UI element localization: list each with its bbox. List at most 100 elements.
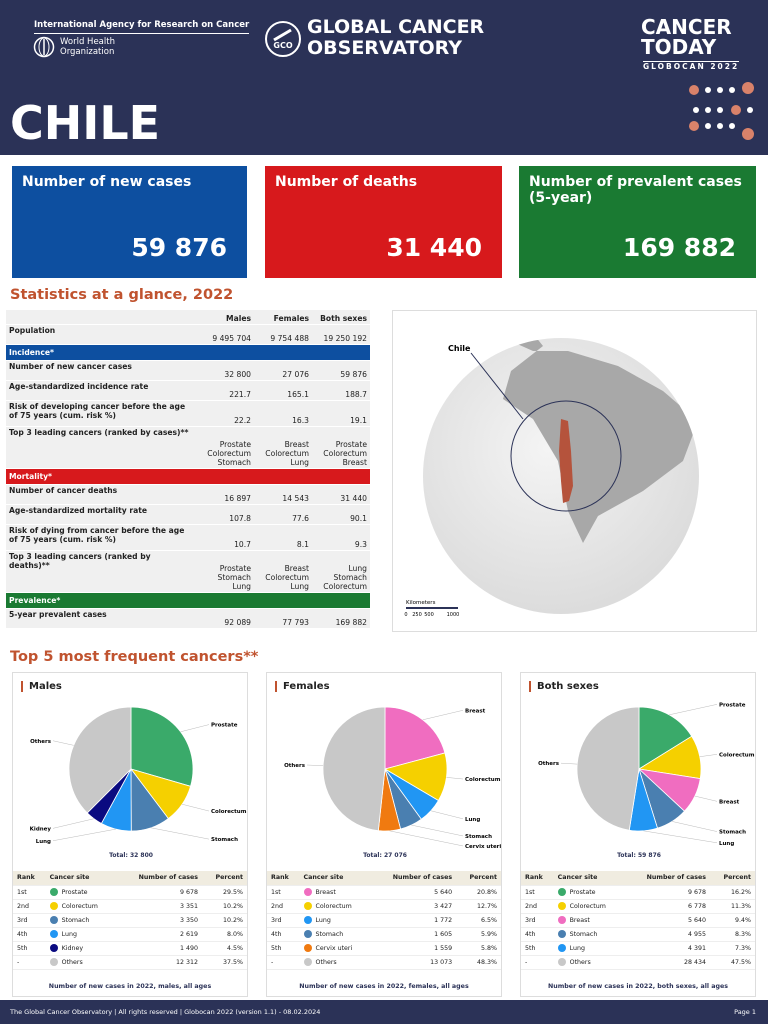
rank: 2nd [13,899,46,914]
table-header: Rank Cancer site Number of cases Percent [267,871,501,886]
legend-dot [49,944,58,952]
pie-slice [322,706,386,832]
section-row: Incidence* [6,344,370,361]
top5-title: Top 5 most frequent cancers** [10,649,259,665]
site-cell: Cervix uteri [299,941,372,956]
cell: Prostate Colorectum Stomach [196,426,254,469]
focus-circle [510,400,622,512]
stats-row: Population 9 495 704 9 754 488 19 250 192 [6,324,370,345]
legend-dot [303,958,312,966]
site-cell: Stomach [299,927,372,942]
stats-row: 5-year prevalent cases 92 089 77 793 169 88… [6,608,370,629]
pie-total: Total: 32 800 [109,852,153,859]
table-header: Rank Cancer site Number of cases Percent [13,871,247,886]
site-cell: Breast [299,885,372,900]
cases: 13 073 [371,955,457,970]
leader-line [150,827,210,840]
cases: 9 678 [624,885,711,900]
cell: 90.1 [312,504,370,525]
card-title: Number of prevalent cases (5-year) [529,174,742,206]
cell-item: Colorectum [265,572,309,582]
cases: 1 559 [371,941,457,956]
legend-dot [303,888,312,896]
pie-label: Colorectum [211,809,247,815]
cases: 28 434 [624,955,711,970]
cell: 14 543 [254,484,312,505]
legend-dot [49,888,58,896]
site-row: - Others 28 434 47.5% [521,955,755,970]
who-emblem [33,36,55,58]
column-header: Rank [267,871,300,886]
who-name: World Health Organization [60,37,115,57]
panel-caption: Number of new cases in 2022, males, all … [48,983,212,990]
scale-tick: 250 [412,612,422,618]
cases: 1 490 [116,941,203,956]
site-cell: Colorectum [299,899,372,914]
card-title: Number of deaths [275,174,418,190]
site-cell: Breast [553,913,625,928]
stats-row: Age-standardized mortality rate 107.8 77.6… [6,504,370,525]
row-label: Age-standardized mortality rate [6,504,196,525]
map-label: Chile [448,344,471,353]
cell: 107.8 [196,504,254,525]
card-value: 169 882 [622,233,736,262]
cell: 8.1 [254,524,312,551]
pie-panel: Males Prostate Colorectum Stomach Lung Kidney… [12,672,248,997]
pie-chart: Prostate Colorectum Breast Stomach Lung Other… [538,702,755,859]
site-name: Prostate [569,889,596,896]
site-cell: Prostate [553,885,625,900]
map: Chile Kilometers 0 250 500 1000 [392,310,757,632]
cell: 9.3 [312,524,370,551]
cases: 6 778 [624,899,711,914]
cell-item: Lung [232,581,251,591]
stats-row: Top 3 leading cancers (ranked by deaths)… [6,550,370,593]
site-row: 4th Lung 2 619 8.0% [13,927,247,942]
rank: 1st [267,885,300,900]
row-label: Number of new cancer cases [6,360,196,381]
site-cell: Lung [553,941,625,956]
pie-total: Total: 59 876 [617,852,661,859]
rank: - [13,955,46,970]
rank: 2nd [267,899,300,914]
percent: 5.8% [456,941,501,956]
site-row: 5th Lung 4 391 7.3% [521,941,755,956]
row-label: Age-standardized incidence rate [6,380,196,401]
pie-label: Stomach [719,830,746,836]
cell: 92 089 [196,608,254,629]
percent: 9.4% [710,913,755,928]
leader-line [430,810,464,820]
legend-dot [557,958,566,966]
site-row: 3rd Lung 1 772 6.5% [267,913,501,928]
leader-line [411,824,464,837]
scale-tick: 500 [424,612,434,618]
cases: 3 351 [116,899,203,914]
stat-card: Number of prevalent cases (5-year) 169 88… [519,166,756,278]
pie-chart: Breast Colorectum Lung Stomach Cervix uteri O… [284,706,501,859]
site-name: Lung [315,917,331,924]
pie-total: Total: 27 076 [363,852,407,859]
cell-item: Lung [348,563,367,573]
rank: 2nd [521,899,554,914]
percent: 12.7% [456,899,501,914]
gco-logo: GCO [265,21,301,57]
scale-title: Kilometers [406,600,436,606]
card-value: 59 876 [131,233,227,262]
percent: 8.0% [202,927,247,942]
cases: 1 605 [371,927,457,942]
legend-dot [49,916,58,924]
rank: 3rd [521,913,554,928]
chile-shape [559,419,573,503]
footer: The Global Cancer Observatory | All righ… [0,1000,768,1024]
site-cell: Stomach [553,927,625,942]
pie-label: Colorectum [465,777,501,783]
leader-line [52,818,95,829]
card-value: 31 440 [386,233,482,262]
cases: 3 427 [371,899,457,914]
percent: 37.5% [202,955,247,970]
legend-dot [303,902,312,910]
stats-row: Age-standardized incidence rate 221.7 165.… [6,380,370,401]
column-header: Cancer site [45,871,117,886]
leader-line [181,803,210,812]
pie-label: Breast [719,799,740,805]
legend-dot [49,930,58,938]
